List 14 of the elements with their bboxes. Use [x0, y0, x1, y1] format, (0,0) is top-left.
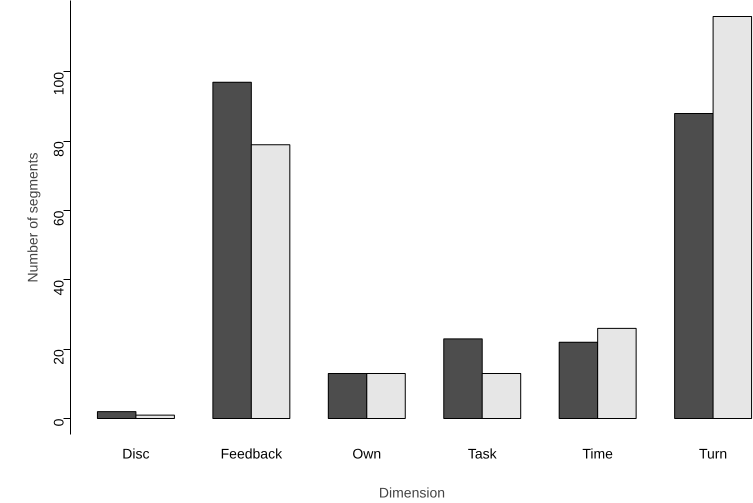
x-tick-label: Turn — [698, 446, 728, 462]
y-tick-label: 60 — [50, 210, 66, 226]
y-tick-label: 100 — [50, 72, 66, 96]
y-axis-title: Number of segments — [24, 152, 40, 282]
x-tick-label: Feedback — [220, 446, 284, 462]
x-tick-label: Task — [468, 446, 498, 462]
x-tick-label: Disc — [122, 446, 150, 462]
x-axis-title: Dimension — [378, 484, 446, 500]
y-tick-label: 0 — [50, 418, 66, 426]
y-tick-label: 40 — [50, 280, 66, 296]
x-tick-label: Time — [582, 446, 614, 462]
x-tick-label: Own — [352, 446, 382, 462]
y-tick-label: 20 — [50, 349, 66, 365]
y-tick-label: 80 — [50, 141, 66, 157]
